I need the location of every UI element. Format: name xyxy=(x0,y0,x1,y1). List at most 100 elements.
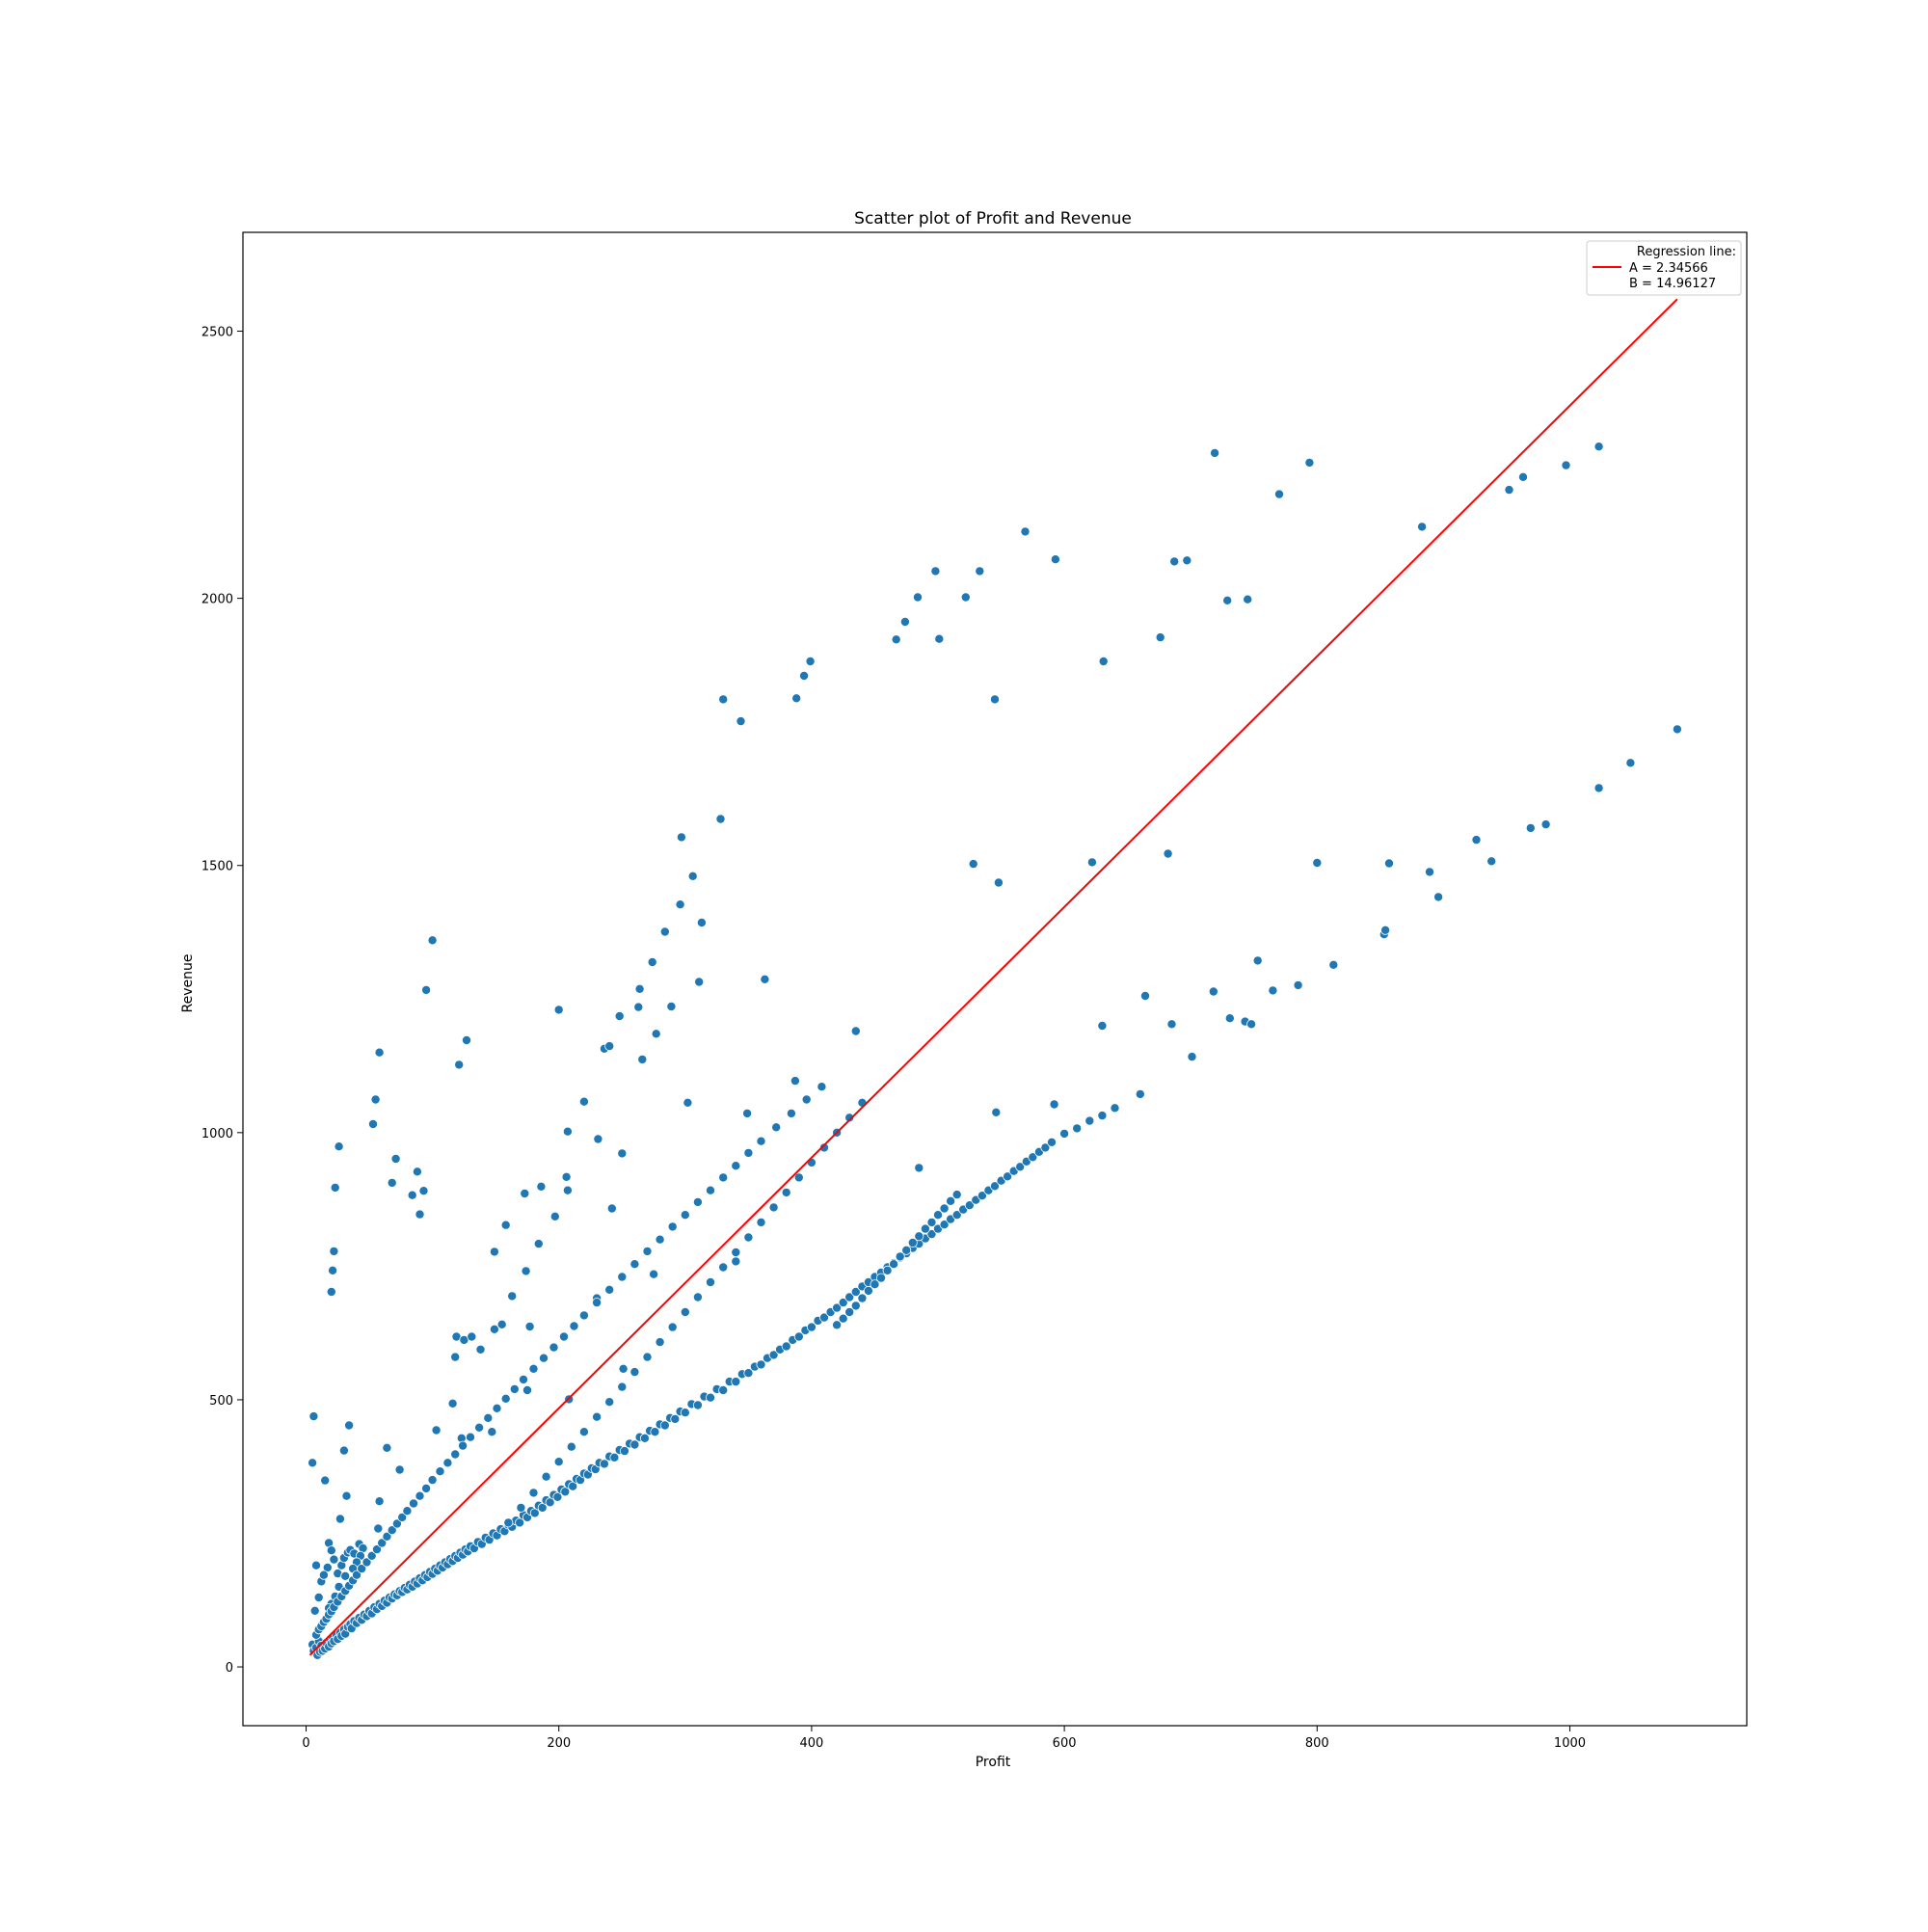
data-point xyxy=(391,1518,402,1529)
data-point xyxy=(1380,925,1391,935)
data-point xyxy=(990,694,1001,705)
data-point xyxy=(731,1248,741,1258)
x-tick-label: 400 xyxy=(800,1736,824,1751)
plot-frame xyxy=(242,231,1748,1727)
y-axis: 0 500 1000 1500 2000 2500 xyxy=(201,326,243,1676)
data-point xyxy=(1047,1137,1058,1147)
data-point xyxy=(371,1544,382,1555)
data-point xyxy=(1097,1021,1108,1032)
data-point xyxy=(1166,1019,1177,1030)
data-point xyxy=(768,1350,779,1360)
data-point xyxy=(692,1400,703,1410)
data-point xyxy=(975,566,985,577)
data-point xyxy=(819,1312,830,1323)
data-point xyxy=(1274,489,1285,499)
data-point xyxy=(617,1148,628,1159)
data-point xyxy=(1155,632,1165,643)
data-point xyxy=(569,1321,579,1331)
data-point xyxy=(718,694,729,705)
data-point xyxy=(914,1231,924,1242)
data-point xyxy=(706,1277,716,1288)
data-point xyxy=(680,1210,690,1221)
data-point xyxy=(475,1344,486,1355)
data-point xyxy=(790,1076,800,1087)
data-point xyxy=(461,1035,471,1046)
data-point xyxy=(454,1060,465,1070)
data-point xyxy=(1486,856,1497,867)
data-point xyxy=(1504,485,1514,496)
data-point xyxy=(313,1593,324,1603)
data-point xyxy=(1015,1162,1026,1172)
x-tick-label: 0 xyxy=(302,1736,309,1751)
data-point xyxy=(850,1301,861,1311)
data-point xyxy=(1312,858,1323,869)
data-point xyxy=(377,1538,388,1548)
data-point xyxy=(309,1605,320,1616)
data-point xyxy=(1252,955,1263,966)
data-point xyxy=(1433,892,1444,902)
data-point xyxy=(844,1292,855,1302)
data-point xyxy=(474,1422,485,1433)
data-point xyxy=(687,871,698,881)
data-point xyxy=(520,1189,530,1199)
data-point xyxy=(659,926,670,937)
data-point xyxy=(533,1239,544,1249)
data-point xyxy=(536,1181,547,1192)
data-point xyxy=(489,1247,499,1257)
data-point xyxy=(832,1320,843,1330)
data-point xyxy=(1028,1152,1038,1163)
data-point xyxy=(696,918,707,928)
data-point xyxy=(483,1412,494,1423)
data-point xyxy=(614,1011,625,1022)
data-point xyxy=(655,1337,665,1348)
data-point xyxy=(351,1570,362,1580)
data-point xyxy=(415,1490,425,1501)
data-point xyxy=(642,1246,653,1256)
data-point xyxy=(781,1341,791,1352)
data-point xyxy=(553,1457,564,1467)
legend: Regression line: A = 2.34566 B = 14.9612… xyxy=(1586,240,1742,296)
data-point xyxy=(465,1432,475,1442)
data-point xyxy=(760,974,770,984)
data-point xyxy=(964,1200,975,1211)
data-point xyxy=(1224,1013,1235,1024)
y-tick-label: 2500 xyxy=(201,326,233,340)
data-point xyxy=(431,1425,442,1436)
data-point xyxy=(344,1420,355,1431)
data-point xyxy=(857,1293,868,1303)
data-point xyxy=(357,1564,367,1574)
data-point xyxy=(1328,959,1339,970)
data-point xyxy=(694,977,705,987)
data-point xyxy=(329,1246,339,1256)
data-point xyxy=(667,1221,678,1232)
data-point xyxy=(933,1210,944,1221)
data-point xyxy=(515,1517,525,1528)
data-point xyxy=(882,1265,893,1275)
data-point xyxy=(524,1322,535,1332)
data-point xyxy=(1050,554,1060,565)
regression-line xyxy=(308,298,1678,1656)
data-point xyxy=(435,1466,445,1477)
data-point xyxy=(642,1352,653,1362)
data-point xyxy=(647,957,657,968)
data-point xyxy=(655,1234,665,1245)
y-tick-label: 1000 xyxy=(201,1127,233,1141)
data-point xyxy=(1163,848,1173,859)
data-point xyxy=(492,1403,502,1413)
data-point xyxy=(394,1464,405,1475)
data-point xyxy=(362,1557,372,1568)
data-point xyxy=(549,1342,559,1353)
data-point xyxy=(1097,1111,1108,1121)
data-point xyxy=(1210,447,1220,458)
data-point xyxy=(335,1514,345,1524)
data-point xyxy=(968,859,978,870)
x-tick-label: 1000 xyxy=(1554,1736,1586,1751)
data-point xyxy=(990,1181,1001,1192)
x-tick-label: 800 xyxy=(1305,1736,1329,1751)
data-point xyxy=(806,1322,817,1332)
data-point xyxy=(801,1094,812,1105)
data-point xyxy=(1293,979,1303,990)
data-point xyxy=(415,1209,425,1220)
data-point xyxy=(634,983,645,994)
